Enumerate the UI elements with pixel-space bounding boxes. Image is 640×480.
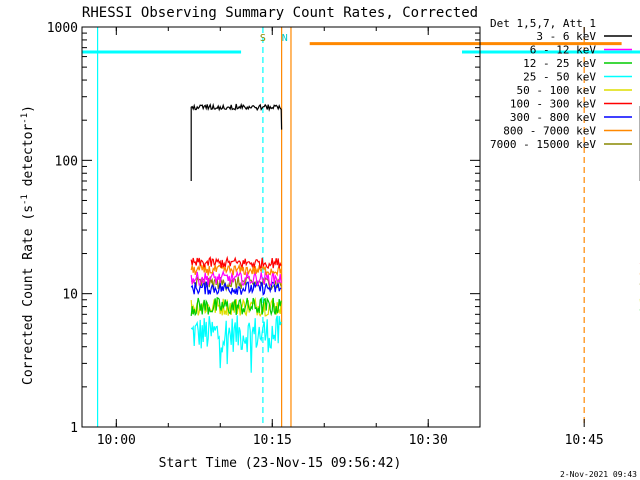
legend-label: 25 - 50 keV	[523, 71, 596, 84]
legend-label: 50 - 100 keV	[517, 84, 597, 97]
legend-label: 12 - 25 keV	[523, 57, 596, 70]
x-tick-label: 10:45	[565, 433, 604, 448]
legend-label: 300 - 800 keV	[510, 111, 596, 124]
y-tick-label: 1	[70, 421, 78, 436]
series-line	[190, 315, 282, 373]
flag-marker: N	[282, 33, 288, 44]
legend-header: Det 1,5,7, Att 1	[490, 17, 596, 30]
footer-timestamp: 2-Nov-2021 09:43	[560, 470, 637, 479]
legend-label: 7000 - 15000 keV	[490, 138, 596, 151]
plot-frame	[81, 26, 481, 428]
x-tick-label: 10:30	[409, 433, 448, 448]
series-line	[190, 296, 282, 317]
legend-label: 6 - 12 keV	[530, 44, 597, 57]
series-line	[190, 255, 282, 270]
y-axis-label: Corrected Count Rate (s-1 detector-1)	[20, 105, 36, 385]
legend-label: 3 - 6 keV	[536, 30, 596, 43]
series-line	[190, 102, 283, 181]
y-tick-label: 100	[55, 154, 78, 169]
y-tick-label: 1000	[47, 21, 78, 36]
series-line	[190, 297, 282, 317]
x-tick-label: 10:00	[97, 433, 136, 448]
y-tick-label: 10	[62, 288, 78, 303]
chart-title: RHESSI Observing Summary Count Rates, Co…	[82, 5, 478, 21]
x-tick-label: 10:15	[253, 433, 292, 448]
x-axis-label: Start Time (23-Nov-15 09:56:42)	[159, 456, 402, 471]
flag-marker: S	[260, 33, 266, 44]
series-line	[190, 262, 282, 277]
legend-label: 100 - 300 keV	[510, 98, 596, 111]
series-line	[190, 279, 282, 296]
legend-label: 800 - 7000 keV	[503, 125, 596, 138]
axis-ticks: 10:0010:1510:3010:4511:0011:1511:3011010…	[47, 21, 604, 448]
